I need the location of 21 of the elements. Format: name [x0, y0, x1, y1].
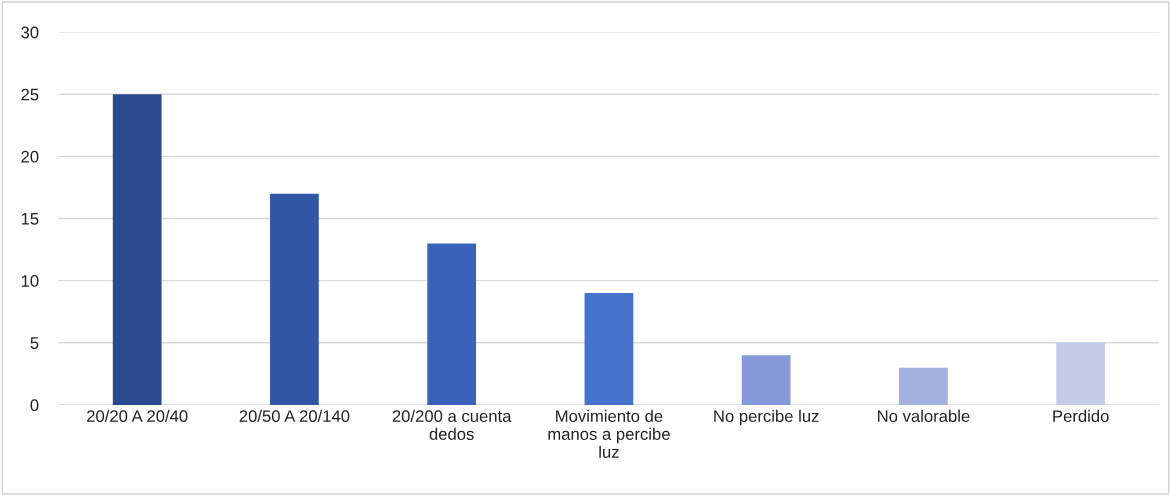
x-tick-label: 20/20 A 20/40 — [87, 409, 188, 423]
bar — [112, 94, 162, 405]
bar — [1056, 342, 1106, 405]
y-tick-label: 20 — [21, 150, 39, 163]
y-tick-label: 15 — [21, 213, 39, 225]
x-tick-label: 20/50 A 20/140 — [239, 409, 350, 423]
bar — [270, 193, 319, 405]
y-tick-label: 10 — [21, 275, 39, 287]
bar — [741, 355, 791, 405]
x-tick-label: No percibe luz — [714, 409, 819, 426]
x-tick-label: Movimiento de manos a percibe luz — [548, 409, 670, 458]
bar — [427, 243, 477, 405]
y-tick-label: 0 — [30, 399, 39, 412]
y-tick-label: 30 — [21, 26, 39, 39]
bar — [899, 367, 948, 405]
x-tick-label: Perdido — [1053, 409, 1109, 423]
x-tick-label: 20/200 a cuenta dedos — [392, 409, 512, 440]
x-tick-label: No valorable — [878, 409, 970, 423]
bar — [584, 293, 634, 405]
y-tick-label: 5 — [30, 337, 39, 349]
y-tick-label: 25 — [21, 88, 39, 101]
